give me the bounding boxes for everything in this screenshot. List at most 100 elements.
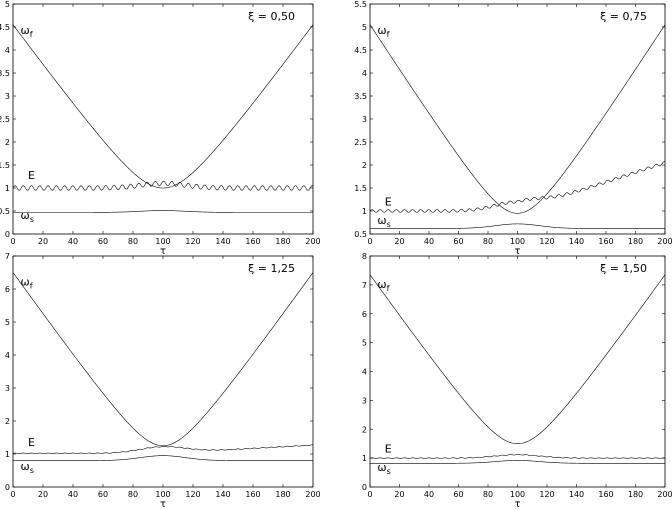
x-tick-label: 160	[245, 490, 260, 499]
plot-frame	[12, 255, 314, 488]
plot-frame	[12, 3, 314, 235]
x-tick-label: 20	[38, 490, 48, 499]
x-tick-label: 60	[98, 237, 108, 246]
x-tick-label: 40	[68, 237, 78, 246]
panel-xi-1-25: 0 20 40 60 80 100 120 140 160 180 200 0 1 2 3 4 5 6 7 τ ξ = …	[5, 252, 321, 509]
x-tick-label: 60	[453, 490, 463, 499]
x-tick-label: 180	[628, 490, 643, 499]
curve-label: ωs	[21, 209, 34, 224]
x-tick-label: 120	[185, 490, 200, 499]
y-tick-label: 1.5	[0, 161, 10, 170]
y-tick-label: 3	[5, 92, 10, 101]
series-line-E	[12, 180, 314, 191]
param-label: ξ = 1,25	[248, 262, 295, 275]
y-tick-label: 1.5	[354, 184, 367, 193]
x-tick-label: 20	[394, 490, 404, 499]
series-line-omega-f	[12, 272, 314, 447]
x-tick-label: 180	[275, 490, 290, 499]
x-tick-label: 200	[657, 490, 672, 499]
curve-label: ωf	[21, 24, 33, 39]
y-tick-label: 3	[362, 396, 367, 405]
x-tick-label: 0	[10, 490, 15, 499]
y-tick-label: 1	[362, 207, 367, 216]
y-tick-label: 2.5	[0, 115, 10, 124]
x-tick-label: 80	[128, 237, 138, 246]
y-tick-label: 5	[5, 318, 10, 327]
y-tick-label: 5	[5, 0, 10, 9]
curve-label: E	[385, 442, 392, 455]
series-line-omega-f	[369, 24, 666, 214]
x-tick-label: 120	[539, 490, 554, 499]
x-tick-label: 20	[38, 237, 48, 246]
x-tick-label: 180	[628, 237, 643, 246]
x-tick-label: 0	[367, 490, 372, 499]
curve-label: ωf	[377, 278, 389, 293]
y-tick-label: 3.5	[354, 92, 367, 101]
y-tick-label: 0.5	[354, 230, 367, 239]
x-axis-label: τ	[514, 246, 520, 257]
x-tick-label: 60	[98, 490, 108, 499]
y-tick-label: 3	[362, 115, 367, 124]
panel-xi-0-50: 0 20 40 60 80 100 120 140 160 180 200 0 0.5 1 1.5 2 2.5 3…	[0, 0, 321, 257]
curve-label: E	[28, 169, 35, 182]
y-tick-label: 3.5	[0, 69, 10, 78]
x-tick-label: 80	[483, 237, 493, 246]
y-tick-label: 0	[5, 230, 10, 239]
y-tick-label: 4	[5, 46, 10, 55]
y-tick-label: 5.5	[354, 0, 367, 9]
curve-label: ωs	[21, 460, 34, 475]
y-tick-label: 3	[5, 384, 10, 393]
param-label: ξ = 1,50	[600, 262, 647, 275]
panel-xi-1-50: 0 20 40 60 80 100 120 140 160 180 200 0 1 2 3 4 5 6 7 8 τ ξ =…	[362, 252, 672, 509]
x-tick-label: 140	[569, 490, 584, 499]
y-tick-label: 6	[362, 310, 367, 319]
curve-label: E	[28, 436, 35, 449]
param-label: ξ = 0,50	[248, 10, 295, 23]
x-tick-label: 40	[68, 490, 78, 499]
curve-label: ωs	[377, 214, 390, 229]
y-tick-label: 8	[362, 252, 367, 261]
panel-xi-0-75: 0 20 40 60 80 100 120 140 160 180 200 0.5 1 1.5 2 2.5 3 3…	[354, 0, 672, 257]
x-tick-label: 140	[569, 237, 584, 246]
curve-label: ωf	[21, 276, 33, 291]
x-tick-label: 80	[483, 490, 493, 499]
y-tick-label: 2.5	[354, 138, 367, 147]
y-tick-label: 0	[362, 483, 367, 492]
y-tick-label: 1	[362, 454, 367, 463]
y-tick-label: 5	[362, 23, 367, 32]
curve-label: E	[385, 195, 392, 208]
x-tick-label: 140	[215, 490, 230, 499]
y-tick-label: 7	[362, 281, 367, 290]
y-tick-label: 2	[362, 425, 367, 434]
x-tick-label: 60	[453, 237, 463, 246]
series-line-omega-s	[13, 210, 313, 213]
x-tick-label: 160	[245, 237, 260, 246]
x-tick-label: 120	[185, 237, 200, 246]
x-tick-label: 100	[510, 490, 525, 499]
x-tick-label: 20	[394, 237, 404, 246]
y-tick-label: 1	[5, 450, 10, 459]
x-tick-label: 200	[657, 237, 672, 246]
plot-frame	[369, 255, 666, 488]
x-tick-label: 180	[275, 237, 290, 246]
series-line-E	[12, 444, 314, 454]
param-label: ξ = 0,75	[600, 10, 647, 23]
y-tick-label: 0.5	[0, 207, 10, 216]
x-tick-label: 0	[367, 237, 372, 246]
curve-label: ωs	[377, 461, 390, 476]
plot-frame	[369, 3, 666, 235]
x-tick-label: 40	[424, 490, 434, 499]
x-tick-label: 100	[155, 490, 170, 499]
x-axis-label: τ	[514, 499, 520, 509]
x-tick-label: 200	[305, 490, 320, 499]
y-tick-label: 1	[5, 184, 10, 193]
x-tick-label: 80	[128, 490, 138, 499]
y-tick-label: 7	[5, 252, 10, 261]
x-tick-label: 0	[10, 237, 15, 246]
x-tick-label: 140	[215, 237, 230, 246]
x-tick-label: 120	[539, 237, 554, 246]
y-tick-label: 4.5	[0, 23, 10, 32]
y-tick-label: 4	[5, 351, 10, 360]
y-tick-label: 4.5	[354, 46, 367, 55]
